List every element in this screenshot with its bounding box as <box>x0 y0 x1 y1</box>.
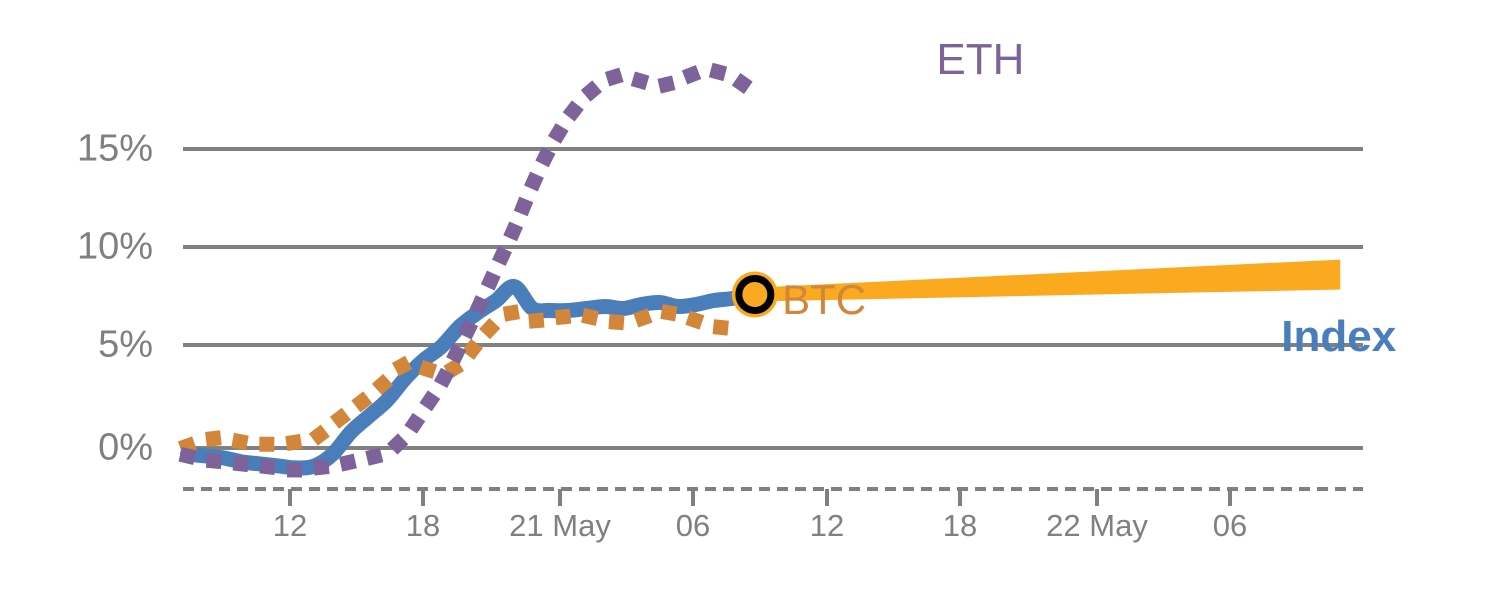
series-line-eth <box>178 62 753 478</box>
x-axis-tick-marks <box>288 489 1232 506</box>
y-axis-tick-label: 10% <box>76 225 153 268</box>
series-label-index: Index <box>1281 312 1397 362</box>
x-axis-tick-label: 18 <box>942 508 978 543</box>
series-line-index <box>180 279 763 476</box>
x-axis-tick-label: 06 <box>1212 508 1248 543</box>
x-axis-tick-label: 12 <box>272 508 308 543</box>
x-axis-tick-label: 22 May <box>1046 508 1148 543</box>
series-line-btc <box>177 304 729 456</box>
series-label-btc: BTC <box>782 276 867 324</box>
y-axis-tick-label: 5% <box>98 323 153 366</box>
current-point-marker[interactable] <box>731 271 778 318</box>
y-axis-tick-label: 0% <box>98 426 153 469</box>
index-projection-band <box>754 259 1341 302</box>
x-axis-tick-label: 12 <box>809 508 845 543</box>
x-axis-tick-label: 21 May <box>509 508 611 543</box>
x-axis-tick-label: 18 <box>405 508 441 543</box>
y-axis-tick-label: 15% <box>76 127 153 170</box>
series-label-eth: ETH <box>936 35 1025 85</box>
x-axis-tick-label: 06 <box>675 508 711 543</box>
